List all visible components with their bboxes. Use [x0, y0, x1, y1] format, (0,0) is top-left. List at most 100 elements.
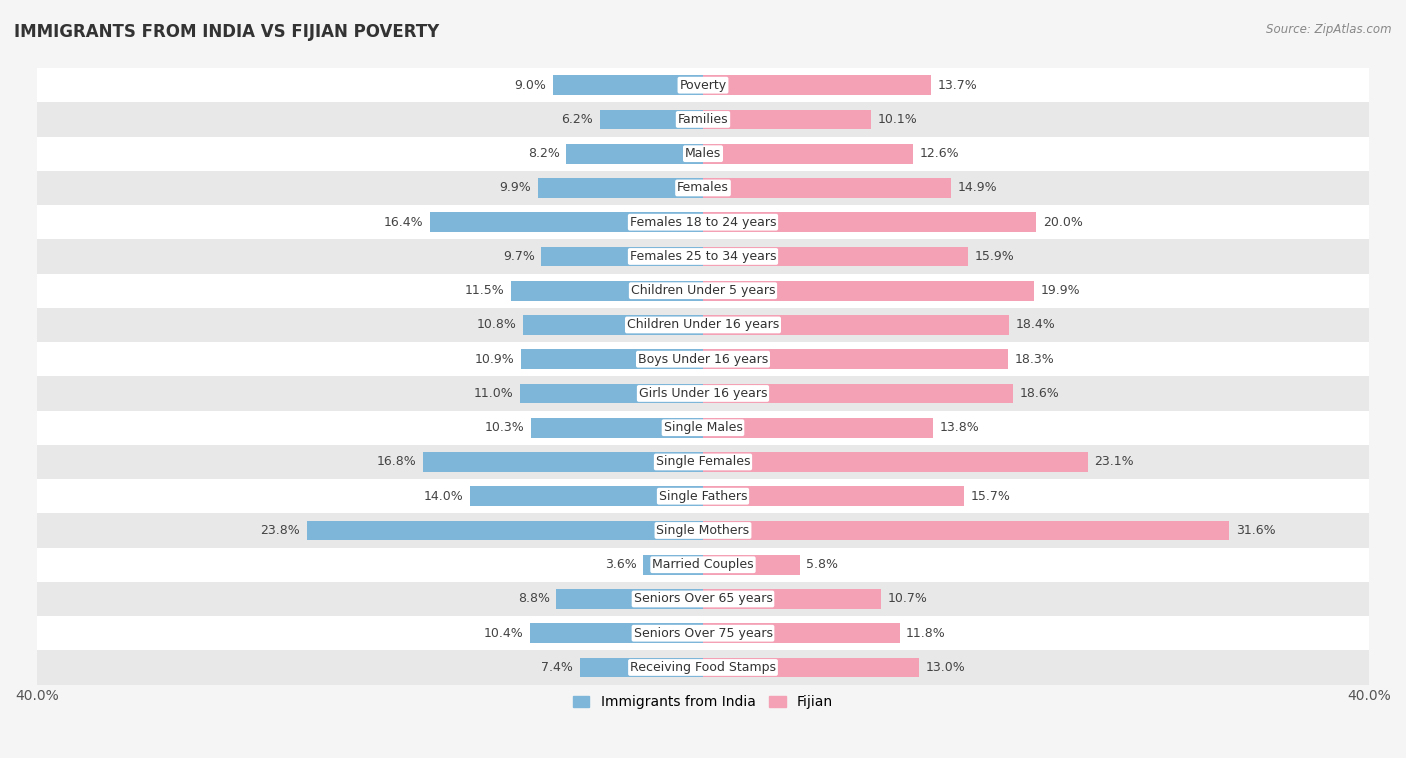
Bar: [703, 109, 872, 130]
Text: Families: Families: [678, 113, 728, 126]
Text: 11.8%: 11.8%: [907, 627, 946, 640]
Text: 5.8%: 5.8%: [806, 558, 838, 572]
Bar: [423, 452, 703, 472]
Bar: [37, 513, 1369, 547]
Text: 13.0%: 13.0%: [927, 661, 966, 674]
Bar: [703, 246, 967, 266]
Bar: [541, 246, 703, 266]
Bar: [37, 650, 1369, 684]
Text: 11.5%: 11.5%: [465, 284, 505, 297]
Bar: [523, 315, 703, 335]
Bar: [703, 452, 1088, 472]
Text: 13.7%: 13.7%: [938, 79, 977, 92]
Bar: [703, 487, 965, 506]
Bar: [37, 479, 1369, 513]
Bar: [600, 109, 703, 130]
Text: 9.7%: 9.7%: [503, 250, 534, 263]
Text: 23.8%: 23.8%: [260, 524, 299, 537]
Text: 9.0%: 9.0%: [515, 79, 547, 92]
Text: 9.9%: 9.9%: [499, 181, 531, 195]
Text: 7.4%: 7.4%: [541, 661, 574, 674]
Bar: [703, 418, 932, 437]
Text: 20.0%: 20.0%: [1043, 216, 1083, 229]
Text: 31.6%: 31.6%: [1236, 524, 1275, 537]
Text: 18.6%: 18.6%: [1019, 387, 1059, 400]
Bar: [531, 418, 703, 437]
Text: 18.3%: 18.3%: [1014, 352, 1054, 365]
Bar: [703, 521, 1229, 540]
Bar: [470, 487, 703, 506]
Text: Single Males: Single Males: [664, 421, 742, 434]
Bar: [37, 205, 1369, 240]
Text: 10.9%: 10.9%: [475, 352, 515, 365]
Text: Seniors Over 65 years: Seniors Over 65 years: [634, 593, 772, 606]
Text: 19.9%: 19.9%: [1040, 284, 1081, 297]
Text: 18.4%: 18.4%: [1017, 318, 1056, 331]
Text: 23.1%: 23.1%: [1094, 456, 1135, 468]
Bar: [37, 616, 1369, 650]
Bar: [553, 75, 703, 95]
Text: 16.4%: 16.4%: [384, 216, 423, 229]
Bar: [703, 212, 1036, 232]
Bar: [703, 75, 931, 95]
Bar: [37, 445, 1369, 479]
Text: 12.6%: 12.6%: [920, 147, 959, 160]
Text: Children Under 5 years: Children Under 5 years: [631, 284, 775, 297]
Bar: [37, 342, 1369, 376]
Bar: [37, 411, 1369, 445]
Text: 15.9%: 15.9%: [974, 250, 1014, 263]
Bar: [530, 623, 703, 643]
Text: 15.7%: 15.7%: [972, 490, 1011, 503]
Bar: [430, 212, 703, 232]
Bar: [37, 274, 1369, 308]
Bar: [37, 240, 1369, 274]
Bar: [703, 315, 1010, 335]
Text: Children Under 16 years: Children Under 16 years: [627, 318, 779, 331]
Bar: [37, 102, 1369, 136]
Text: IMMIGRANTS FROM INDIA VS FIJIAN POVERTY: IMMIGRANTS FROM INDIA VS FIJIAN POVERTY: [14, 23, 439, 41]
Text: 11.0%: 11.0%: [474, 387, 513, 400]
Bar: [37, 136, 1369, 171]
Bar: [522, 349, 703, 369]
Text: Poverty: Poverty: [679, 79, 727, 92]
Bar: [703, 589, 882, 609]
Bar: [538, 178, 703, 198]
Bar: [703, 349, 1008, 369]
Text: 10.8%: 10.8%: [477, 318, 516, 331]
Text: 14.0%: 14.0%: [423, 490, 463, 503]
Text: 16.8%: 16.8%: [377, 456, 416, 468]
Bar: [703, 384, 1012, 403]
Text: Females 18 to 24 years: Females 18 to 24 years: [630, 216, 776, 229]
Text: Receiving Food Stamps: Receiving Food Stamps: [630, 661, 776, 674]
Text: Females: Females: [678, 181, 728, 195]
Bar: [643, 555, 703, 575]
Bar: [512, 280, 703, 301]
Bar: [703, 178, 950, 198]
Bar: [37, 547, 1369, 582]
Text: Boys Under 16 years: Boys Under 16 years: [638, 352, 768, 365]
Bar: [703, 657, 920, 678]
Text: Girls Under 16 years: Girls Under 16 years: [638, 387, 768, 400]
Text: Males: Males: [685, 147, 721, 160]
Text: 10.7%: 10.7%: [887, 593, 928, 606]
Text: 13.8%: 13.8%: [939, 421, 979, 434]
Text: Seniors Over 75 years: Seniors Over 75 years: [634, 627, 772, 640]
Text: Single Females: Single Females: [655, 456, 751, 468]
Bar: [37, 308, 1369, 342]
Text: 6.2%: 6.2%: [561, 113, 593, 126]
Bar: [37, 68, 1369, 102]
Text: 3.6%: 3.6%: [605, 558, 637, 572]
Bar: [703, 280, 1035, 301]
Bar: [37, 376, 1369, 411]
Text: 14.9%: 14.9%: [957, 181, 997, 195]
Bar: [703, 623, 900, 643]
Text: Source: ZipAtlas.com: Source: ZipAtlas.com: [1267, 23, 1392, 36]
Bar: [567, 144, 703, 164]
Bar: [520, 384, 703, 403]
Bar: [37, 171, 1369, 205]
Text: 10.4%: 10.4%: [484, 627, 523, 640]
Text: 8.2%: 8.2%: [527, 147, 560, 160]
Text: Females 25 to 34 years: Females 25 to 34 years: [630, 250, 776, 263]
Bar: [703, 555, 800, 575]
Bar: [703, 144, 912, 164]
